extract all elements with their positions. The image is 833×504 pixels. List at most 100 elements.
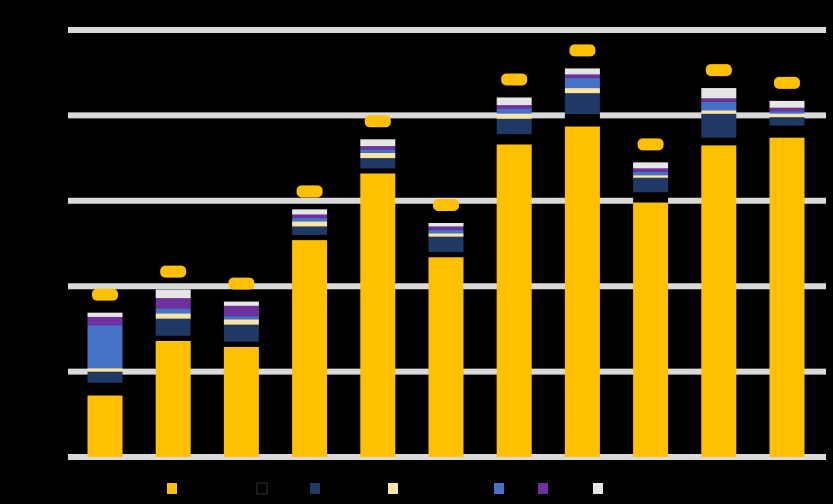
bar-segment <box>155 335 191 341</box>
bar-segment <box>633 162 669 169</box>
legend-swatch <box>494 483 504 494</box>
bar-segment <box>564 68 600 75</box>
bar-total-label <box>364 115 391 128</box>
bar-segment <box>701 145 737 458</box>
bar-segment <box>564 74 600 78</box>
bar-segment <box>769 100 805 108</box>
bar-segment <box>87 368 123 372</box>
bar-segment <box>155 340 191 457</box>
legend-swatch <box>388 483 398 494</box>
bar-segment <box>564 77 600 89</box>
bars <box>87 68 805 458</box>
bar-segment <box>360 173 396 458</box>
bar-total-label <box>637 138 664 151</box>
bar-segment <box>223 324 259 342</box>
bar-segment <box>701 98 737 102</box>
bar-segment <box>633 168 669 172</box>
bar-segment <box>360 139 396 147</box>
bar-segment <box>223 316 259 320</box>
bar-segment <box>564 113 600 127</box>
legend-swatch <box>256 482 268 495</box>
bar-segment <box>292 217 328 222</box>
bar-segment <box>428 236 464 253</box>
bar-segment <box>87 371 123 383</box>
bar-segment <box>87 395 123 457</box>
bar-segment <box>155 298 191 309</box>
bar-segment <box>155 313 191 319</box>
bar-segment <box>292 234 328 241</box>
bar-segment <box>633 175 669 178</box>
bar-segment <box>87 382 123 396</box>
bar-segment <box>223 346 259 457</box>
bar-segment <box>360 168 396 174</box>
bar-segment <box>428 223 464 227</box>
bar-segment <box>496 118 532 135</box>
bar-segment <box>633 171 669 176</box>
bar-segment <box>155 289 191 299</box>
bar-segment <box>633 202 669 457</box>
bar-segment <box>155 318 191 336</box>
bar-segment <box>769 117 805 126</box>
bar-segment <box>292 221 328 227</box>
legend-swatch <box>593 483 603 494</box>
bar-total-label <box>501 73 528 86</box>
bar-segment <box>223 319 259 325</box>
bar-segment <box>360 158 396 169</box>
bar-segment <box>428 226 464 230</box>
bar-segment <box>701 110 737 114</box>
legend-swatch <box>310 483 320 494</box>
bar-segment <box>496 144 532 457</box>
bar-segment <box>292 214 328 218</box>
bar-segment <box>155 308 191 314</box>
bar-segment <box>701 137 737 146</box>
bar-segment <box>496 108 532 114</box>
bar-segment <box>496 105 532 109</box>
bar-total-label <box>705 64 732 77</box>
bar-segment <box>223 341 259 347</box>
legend <box>167 482 603 495</box>
bar-segment <box>292 240 328 457</box>
bar-segment <box>564 88 600 94</box>
bar-segment <box>223 305 259 317</box>
bar-segment <box>292 226 328 235</box>
bar-total-label <box>296 185 323 198</box>
bar-segment <box>360 149 396 153</box>
bar-segment <box>428 233 464 237</box>
data-labels <box>92 44 800 301</box>
legend-swatch <box>538 483 548 494</box>
bar-total-label <box>433 199 459 212</box>
bar-segment <box>360 152 396 159</box>
bar-segment <box>633 177 669 193</box>
bar-segment <box>564 126 600 457</box>
bar-segment <box>633 192 669 203</box>
bar-segment <box>87 325 123 369</box>
bar-segment <box>87 316 123 326</box>
bar-segment <box>428 252 464 258</box>
bar-segment <box>428 257 464 457</box>
bar-segment <box>701 113 737 138</box>
bar-segment <box>769 113 805 118</box>
bar-segment <box>428 229 464 234</box>
legend-swatch <box>167 483 177 494</box>
bar-total-label <box>160 265 187 278</box>
bar-segment <box>223 301 259 306</box>
bar-segment <box>769 137 805 457</box>
bar-total-label <box>228 277 255 290</box>
bar-segment <box>564 93 600 114</box>
bar-segment <box>701 88 737 99</box>
bar-segment <box>496 134 532 145</box>
bar-segment <box>701 101 737 111</box>
bar-total-label <box>569 44 596 57</box>
bar-total-label <box>92 288 118 301</box>
bar-total-label <box>774 76 800 89</box>
bar-segment <box>496 97 532 106</box>
bar-segment <box>87 312 123 317</box>
bar-segment <box>496 113 532 119</box>
bar-segment <box>360 146 396 150</box>
bar-segment <box>292 209 328 215</box>
bar-segment <box>769 111 805 114</box>
bar-segment <box>769 125 805 138</box>
bar-segment <box>769 107 805 112</box>
